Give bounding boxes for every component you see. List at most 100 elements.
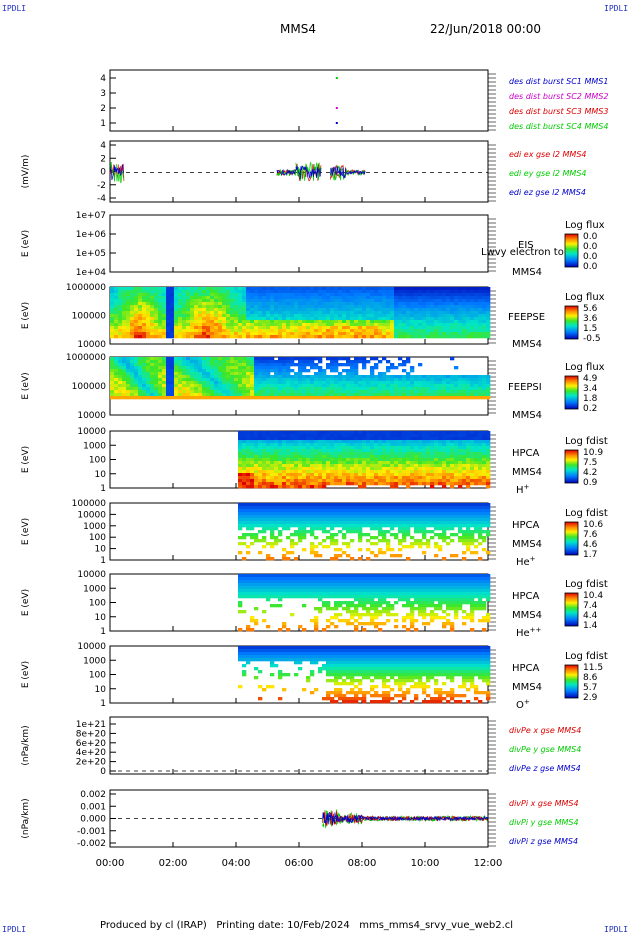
xaxis-label-5: 10:00	[411, 858, 440, 869]
ytick-label-feepsi-2: 1000000	[66, 353, 106, 363]
heatmap-hpca_o	[238, 646, 491, 704]
ytick-label-dist-1: 2	[100, 104, 106, 114]
right-label-hpca_o-1: MMS4	[512, 682, 542, 693]
cbar-title-eis: Log flux	[565, 220, 605, 231]
legend-divpi-2: divPi z gse MMS4	[509, 837, 578, 846]
cbar-tick-hpca_h-1: 7.5	[583, 458, 597, 468]
ytick-label-feepse-2: 1000000	[66, 283, 106, 293]
cbar-title-hpca_o: Log fdist	[565, 651, 608, 662]
ytick-label-divpi-3: 0.001	[80, 802, 106, 812]
right-label-feepsi-1: MMS4	[512, 410, 542, 421]
colorbar-hpca_hepp	[564, 592, 579, 627]
colorbar-hpca_he	[564, 521, 579, 556]
right-label-hpca_h-1: MMS4	[512, 467, 542, 478]
corner-label-bottom-right: IPDLI	[604, 925, 629, 934]
corner-label-bottom-left: IPDLI	[2, 925, 27, 934]
cbar-tick-feepse-3: -0.5	[583, 334, 601, 344]
legend-edi-0: edi ex gse l2 MMS4	[509, 150, 587, 159]
ytick-label-hpca_h-0: 1	[100, 484, 106, 494]
cbar-tick-feepsi-1: 3.4	[583, 384, 598, 394]
cbar-tick-hpca_h-0: 10.9	[583, 448, 603, 458]
legend-dist-1: des dist burst SC2 MMS2	[509, 92, 608, 101]
cbar-title-feepse: Log flux	[565, 292, 605, 303]
xaxis-label-4: 08:00	[348, 858, 377, 869]
ytick-label-hpca_o-3: 1000	[83, 656, 106, 666]
legend-dist-3: des dist burst SC4 MMS4	[509, 122, 608, 131]
xaxis-label-3: 06:00	[285, 858, 314, 869]
ytick-label-dist-3: 4	[100, 74, 106, 84]
legend-divpe-1: divPe y gse MMS4	[509, 745, 581, 754]
cbar-tick-hpca_o-1: 8.6	[583, 673, 598, 683]
ytick-label-feepse-0: 10000	[77, 340, 106, 350]
ytick-label-edi-2: 0	[100, 168, 106, 178]
right-label-feepsi-0: FEEPSI	[508, 382, 542, 393]
ytick-label-hpca_h-1: 10	[95, 470, 107, 480]
cbar-tick-eis-2: 0.0	[583, 252, 598, 262]
legend-divpe-0: divPe x gse MMS4	[509, 726, 581, 735]
spacecraft-title: MMS4	[280, 22, 316, 36]
heatmap-hpca_h	[238, 431, 491, 489]
cbar-tick-hpca_hepp-0: 10.4	[583, 591, 603, 601]
right-label-hpca_hepp-0: HPCA	[512, 591, 540, 602]
cbar-tick-feepsi-2: 1.8	[583, 394, 598, 404]
burst-point-0	[335, 77, 338, 79]
ylabel-hpca_o: E (eV)	[21, 661, 31, 688]
ytick-label-eis-0: 1e+04	[76, 268, 107, 278]
xaxis-label-1: 02:00	[159, 858, 188, 869]
burst-point-1	[335, 107, 338, 109]
ytick-label-divpi-4: 0.002	[80, 790, 106, 800]
species-label-hpca_hepp: He++	[516, 626, 542, 639]
ytick-label-hpca_o-0: 1	[100, 699, 106, 709]
divpi-z-trace	[322, 812, 488, 825]
ytick-label-divpe-3: 6e+20	[76, 739, 107, 749]
ytick-label-divpi-2: 0.000	[80, 815, 106, 825]
ylabel-feepsi: E (eV)	[21, 372, 31, 399]
species-label-hpca_he: He+	[516, 555, 536, 568]
colorbar-hpca_o	[564, 664, 579, 699]
legend-divpi-0: divPi x gse MMS4	[509, 799, 579, 808]
colorbar-feepse	[564, 305, 579, 340]
cbar-tick-eis-0: 0.0	[583, 232, 598, 242]
heatmap-feepsi	[110, 357, 491, 400]
legend-divpi-1: divPi y gse MMS4	[509, 818, 579, 827]
ytick-label-hpca_h-3: 1000	[83, 441, 106, 451]
legend-divpe-2: divPe z gse MMS4	[509, 764, 581, 773]
ytick-label-hpca_he-5: 100000	[72, 499, 107, 509]
ytick-label-hpca_hepp-1: 10	[95, 613, 107, 623]
ytick-label-hpca_hepp-0: 1	[100, 627, 106, 637]
ytick-label-edi-3: 2	[100, 154, 106, 164]
ytick-label-hpca_hepp-3: 1000	[83, 584, 106, 594]
ytick-label-edi-0: -4	[97, 194, 106, 204]
corner-label-top-right: IPDLI	[604, 4, 629, 13]
right-label-hpca_he-0: HPCA	[512, 520, 540, 531]
ytick-label-hpca_o-2: 100	[89, 671, 106, 681]
colorbar-hpca_h	[564, 449, 579, 484]
cbar-tick-hpca_o-0: 11.5	[583, 663, 603, 673]
ytick-label-divpe-4: 8e+20	[76, 729, 107, 739]
heatmap-hpca_he	[238, 503, 491, 561]
ylabel-divpi: (nPa/km)	[21, 798, 31, 838]
right-label-hpca_h-0: HPCA	[512, 448, 540, 459]
ytick-label-divpe-1: 2e+20	[76, 758, 107, 768]
edi-ez-trace	[109, 164, 366, 181]
cbar-tick-feepsi-3: 0.2	[583, 404, 597, 414]
cbar-tick-feepse-0: 5.6	[583, 304, 598, 314]
ylabel-hpca_h: E (eV)	[21, 446, 31, 473]
cbar-tick-eis-1: 0.0	[583, 242, 598, 252]
panel-frame-eis	[109, 214, 489, 273]
ytick-label-divpe-2: 4e+20	[76, 748, 107, 758]
ytick-label-hpca_he-0: 1	[100, 556, 106, 566]
ylabel-divpe: (nPa/km)	[21, 725, 31, 765]
cbar-title-hpca_hepp: Log fdist	[565, 579, 608, 590]
cbar-tick-hpca_he-1: 7.6	[583, 530, 598, 540]
ylabel-hpca_he: E (eV)	[21, 518, 31, 545]
ytick-label-edi-4: 4	[100, 141, 106, 151]
edi-ey-trace	[109, 161, 366, 184]
cbar-tick-hpca_o-3: 2.9	[583, 693, 598, 703]
ytick-label-divpi-1: -0.001	[77, 827, 106, 837]
right-label-hpca_hepp-1: MMS4	[512, 610, 542, 621]
colorbar-eis	[564, 233, 579, 268]
xaxis-label-6: 12:00	[474, 858, 503, 869]
cbar-tick-hpca_hepp-1: 7.4	[583, 601, 598, 611]
